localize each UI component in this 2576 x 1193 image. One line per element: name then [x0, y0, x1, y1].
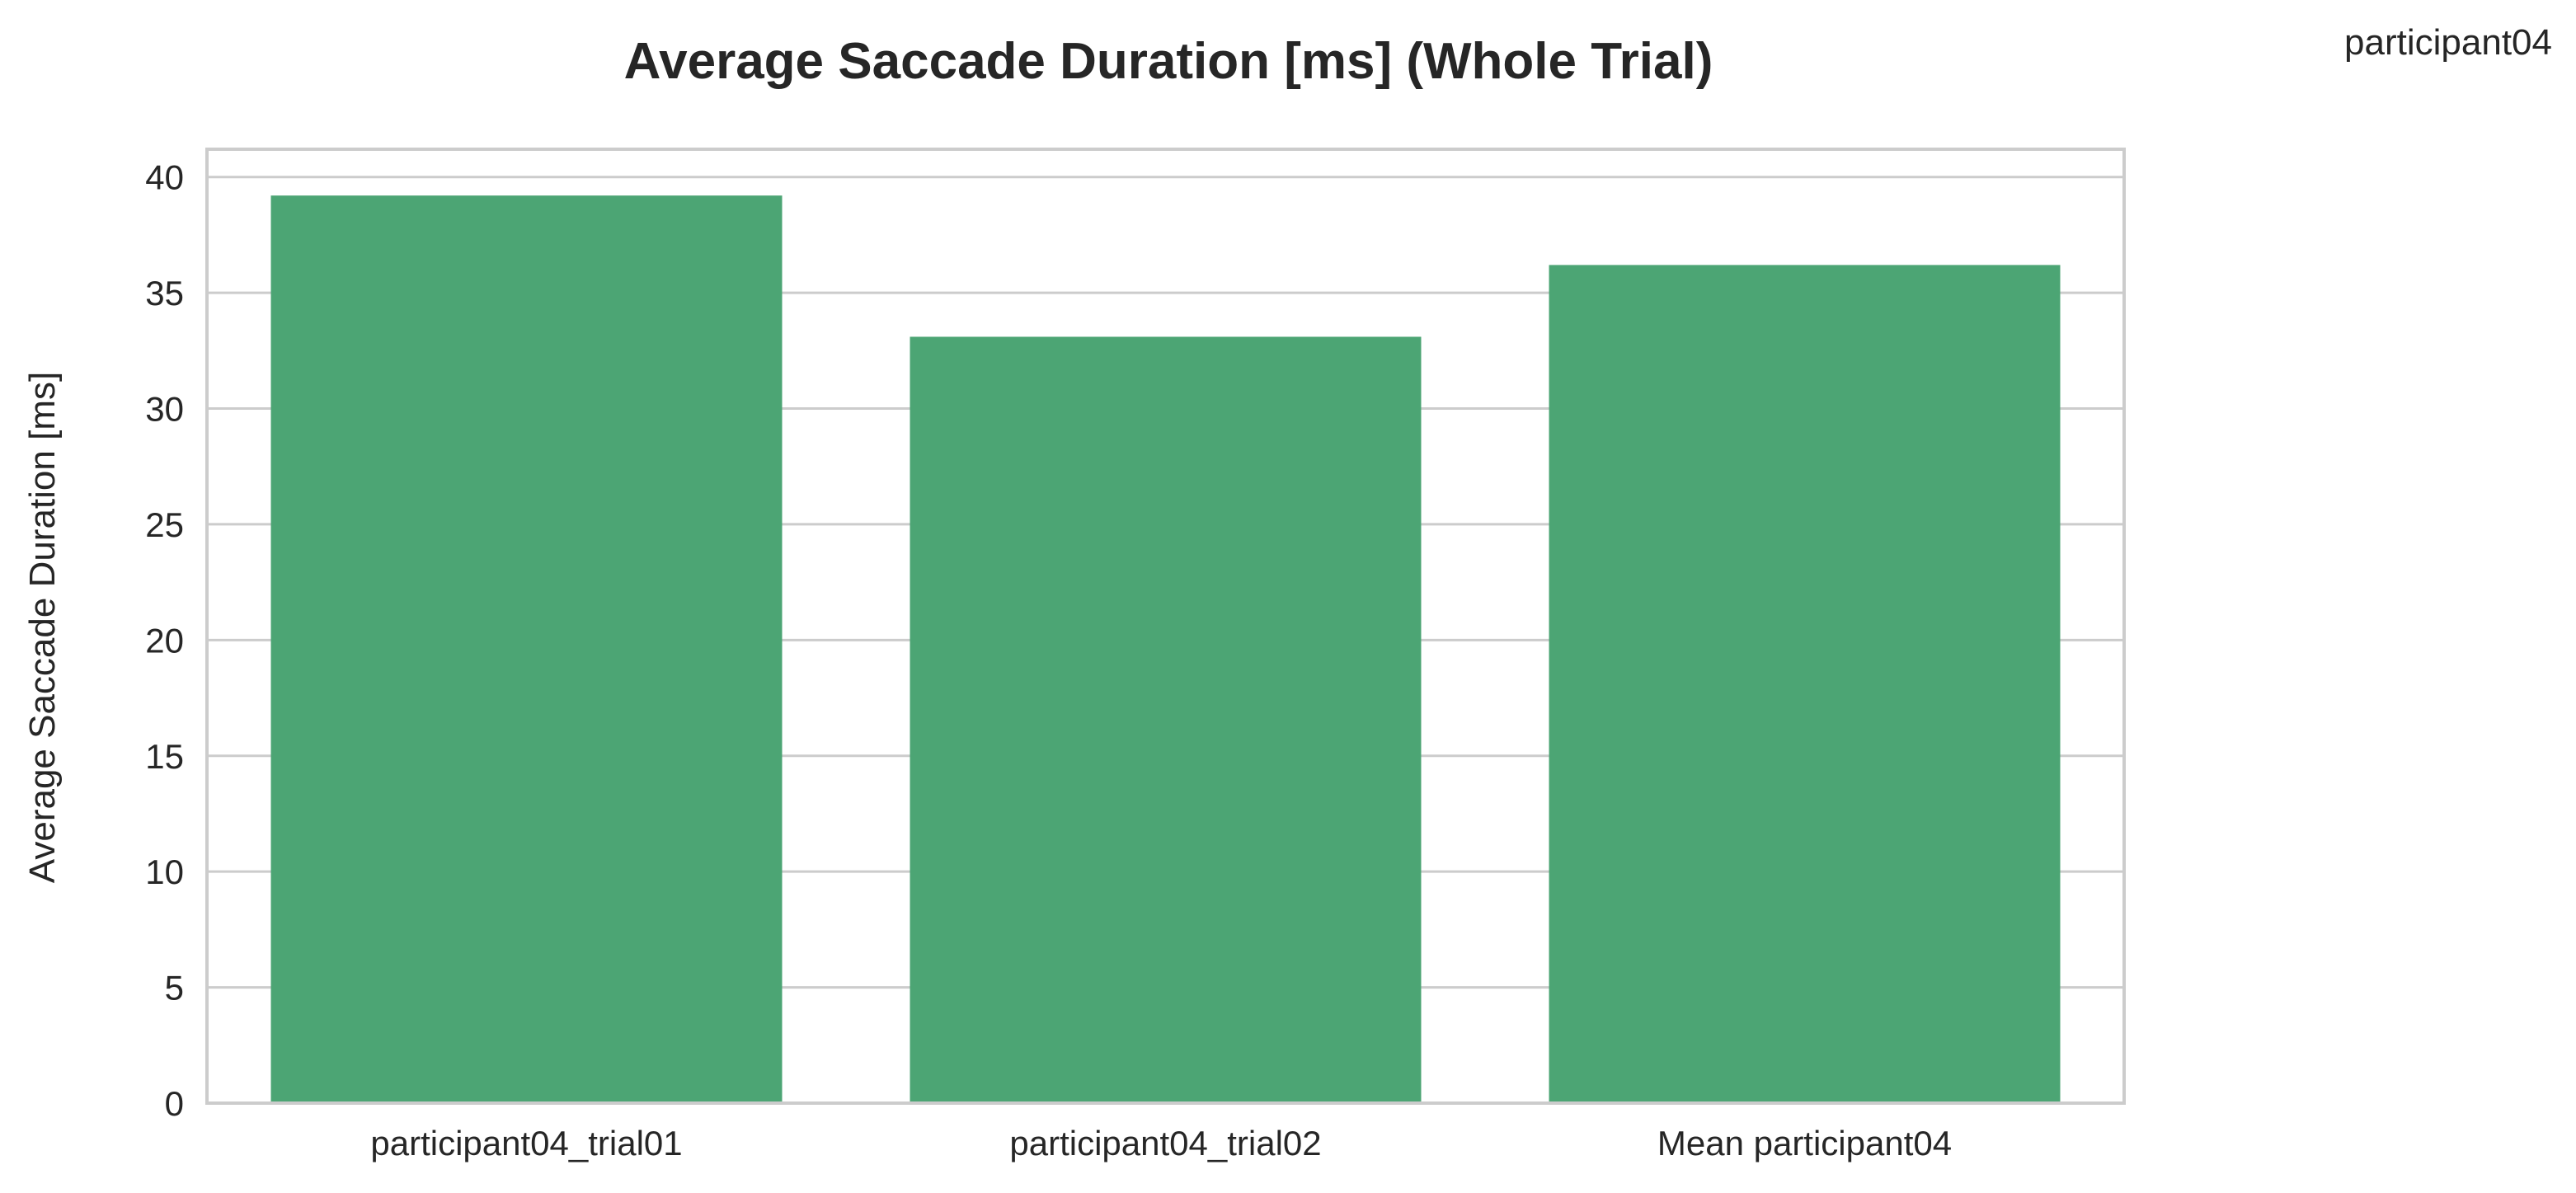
y-tick-label: 30 — [145, 390, 184, 429]
bar-2 — [910, 336, 1422, 1103]
y-tick-label: 35 — [145, 274, 184, 312]
y-tick-label: 10 — [145, 852, 184, 891]
y-tick-label: 5 — [165, 969, 184, 1007]
x-tick-label: participant04_trial02 — [1009, 1124, 1321, 1162]
x-tick-labels: participant04_trial01 participant04_trial… — [370, 1124, 1952, 1162]
plot-frame — [205, 148, 2126, 1105]
y-tick-label: 40 — [145, 158, 184, 197]
participant-label: participant04 — [2344, 22, 2552, 63]
bar-3 — [1549, 265, 2061, 1104]
y-tick-labels: 0 5 10 15 20 25 30 35 40 — [145, 158, 184, 1123]
y-tick-label: 20 — [145, 621, 184, 660]
y-tick-label: 0 — [165, 1084, 184, 1123]
x-tick-label: participant04_trial01 — [370, 1124, 682, 1162]
x-tick-label: Mean participant04 — [1657, 1124, 1952, 1162]
y-tick-label: 15 — [145, 737, 184, 776]
bar-1 — [270, 195, 783, 1104]
y-tick-label: 25 — [145, 505, 184, 544]
bars — [270, 195, 2061, 1104]
y-axis-label: Average Saccade Duration [ms] — [22, 372, 63, 883]
chart-title: Average Saccade Duration [ms] (Whole Tri… — [624, 33, 1713, 90]
